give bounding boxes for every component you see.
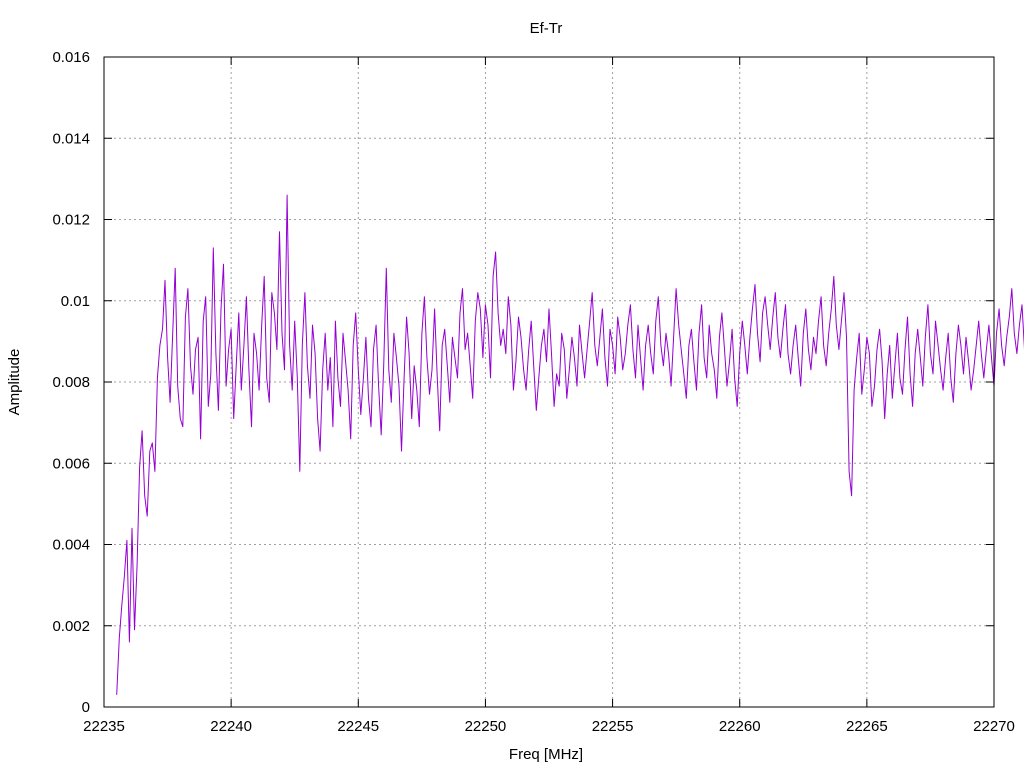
y-tick-label: 0.01: [61, 293, 90, 310]
x-tick-label: 22235: [83, 718, 125, 735]
x-axis-label: Freq [MHz]: [509, 746, 583, 763]
x-tick-label: 22260: [719, 718, 761, 735]
y-tick-label: 0.006: [52, 455, 90, 472]
x-tick-label: 22255: [592, 718, 634, 735]
chart-title: Ef-Tr: [530, 20, 563, 37]
series-group: [116, 194, 1024, 695]
y-tick-label: 0.008: [52, 374, 90, 391]
x-axis-ticks: 22235 22240 22245 22250 22255 22260 22265 22270: [83, 57, 1015, 735]
x-tick-label: 22265: [846, 718, 888, 735]
x-tick-label: 22250: [465, 718, 507, 735]
y-axis-label: Amplitude: [6, 349, 23, 416]
x-tick-label: 22270: [973, 718, 1015, 735]
y-tick-label: 0.014: [52, 130, 90, 147]
x-tick-label: 22245: [337, 718, 379, 735]
gridlines: [104, 57, 994, 707]
y-tick-label: 0.016: [52, 49, 90, 66]
y-tick-label: 0: [82, 699, 90, 716]
y-tick-label: 0.004: [52, 537, 90, 554]
y-tick-label: 0.002: [52, 618, 90, 635]
series-line: [116, 194, 1024, 695]
y-tick-label: 0.012: [52, 212, 90, 229]
x-tick-label: 22240: [210, 718, 252, 735]
plot-border: [103, 56, 995, 708]
